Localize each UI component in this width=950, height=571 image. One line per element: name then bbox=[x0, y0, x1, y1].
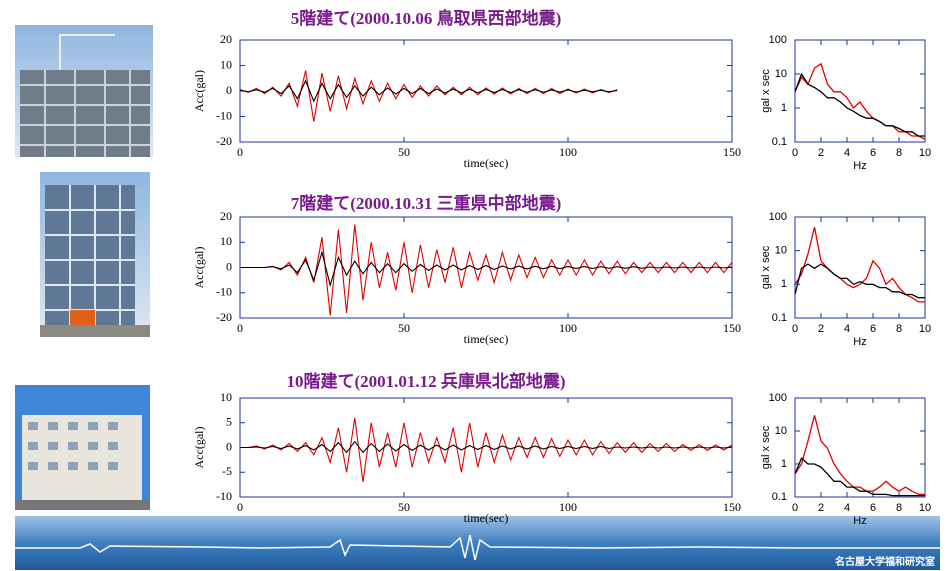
x-tick-label: 8 bbox=[896, 147, 902, 159]
y-tick-label: 10 bbox=[220, 234, 232, 248]
series-line bbox=[795, 457, 925, 497]
y-tick-label: 10 bbox=[775, 68, 787, 80]
x-tick-label: 50 bbox=[398, 321, 410, 335]
y-tick-label: 10 bbox=[775, 245, 787, 257]
series-line bbox=[795, 62, 925, 140]
plot-area bbox=[794, 216, 926, 319]
x-tick-label: 150 bbox=[723, 500, 741, 514]
y-tick-label: 0.1 bbox=[772, 491, 787, 503]
x-tick-label: 6 bbox=[870, 323, 876, 335]
x-tick-label: 8 bbox=[896, 323, 902, 335]
photo-1 bbox=[15, 25, 153, 157]
photo-2 bbox=[40, 172, 150, 337]
footer-label: 名古屋大学福和研究室 bbox=[835, 555, 935, 568]
series-line bbox=[795, 415, 925, 496]
x-tick-label: 100 bbox=[559, 500, 577, 514]
y-tick-label: 100 bbox=[769, 34, 787, 46]
series-line bbox=[795, 226, 925, 303]
series-line bbox=[240, 250, 732, 288]
x-tick-label: 0 bbox=[792, 502, 798, 514]
x-axis-label: Hz bbox=[853, 515, 866, 527]
y-tick-label: 100 bbox=[769, 392, 787, 404]
y-tick-label: 0 bbox=[226, 259, 232, 273]
y-tick-label: -20 bbox=[216, 134, 232, 148]
y-tick-label: 5 bbox=[226, 415, 232, 429]
y-axis-label: Acc(gal) bbox=[192, 247, 206, 289]
x-tick-label: 0 bbox=[237, 145, 243, 159]
x-tick-label: 6 bbox=[870, 502, 876, 514]
x-tick-label: 0 bbox=[237, 500, 243, 514]
footer-band: 名古屋大学福和研究室 bbox=[15, 516, 940, 570]
x-tick-label: 10 bbox=[919, 502, 931, 514]
x-tick-label: 50 bbox=[398, 500, 410, 514]
x-tick-label: 4 bbox=[844, 323, 850, 335]
x-tick-label: 4 bbox=[844, 147, 850, 159]
y-axis-label: Acc(gal) bbox=[192, 70, 206, 112]
x-tick-label: 0 bbox=[237, 321, 243, 335]
x-tick-label: 2 bbox=[818, 502, 824, 514]
series-line bbox=[795, 263, 925, 299]
x-tick-label: 0 bbox=[792, 323, 798, 335]
y-axis-label: gal x sec bbox=[760, 245, 772, 289]
x-axis-label: time(sec) bbox=[464, 511, 509, 525]
x-tick-label: 2 bbox=[818, 147, 824, 159]
y-axis-label: gal x sec bbox=[760, 69, 772, 113]
photo-3 bbox=[15, 385, 150, 510]
plot-area bbox=[794, 39, 926, 143]
x-tick-label: 10 bbox=[919, 323, 931, 335]
y-tick-label: 100 bbox=[769, 211, 787, 223]
y-tick-label: -10 bbox=[216, 285, 232, 299]
x-tick-label: 100 bbox=[559, 145, 577, 159]
y-tick-label: -20 bbox=[216, 310, 232, 324]
x-axis-label: time(sec) bbox=[464, 332, 509, 346]
y-tick-label: 0 bbox=[226, 83, 232, 97]
x-tick-label: 6 bbox=[870, 147, 876, 159]
y-tick-label: 1 bbox=[781, 102, 787, 114]
y-axis-label: Acc(gal) bbox=[192, 427, 206, 469]
y-tick-label: -10 bbox=[216, 108, 232, 122]
x-tick-label: 150 bbox=[723, 321, 741, 335]
y-tick-label: 10 bbox=[775, 425, 787, 437]
x-tick-label: 100 bbox=[559, 321, 577, 335]
y-tick-label: 0 bbox=[226, 439, 232, 453]
series-line bbox=[240, 440, 732, 454]
chart-title: 7階建て(2000.10.31 三重県中部地震) bbox=[291, 193, 562, 213]
y-tick-label: 1 bbox=[781, 278, 787, 290]
y-tick-label: -10 bbox=[216, 489, 232, 503]
x-tick-label: 2 bbox=[818, 323, 824, 335]
series-line bbox=[240, 79, 618, 103]
y-tick-label: 20 bbox=[220, 32, 232, 46]
y-tick-label: -5 bbox=[222, 464, 232, 478]
x-axis-label: Hz bbox=[853, 160, 866, 172]
y-tick-label: 0.1 bbox=[772, 136, 787, 148]
y-tick-label: 10 bbox=[220, 57, 232, 71]
series-line bbox=[795, 72, 925, 137]
series-line bbox=[240, 224, 732, 316]
y-axis-label: gal x sec bbox=[760, 425, 772, 469]
y-tick-label: 0.1 bbox=[772, 312, 787, 324]
x-tick-label: 10 bbox=[919, 147, 931, 159]
x-tick-label: 8 bbox=[896, 502, 902, 514]
y-tick-label: 20 bbox=[220, 209, 232, 223]
series-line bbox=[240, 417, 732, 483]
x-tick-label: 50 bbox=[398, 145, 410, 159]
y-tick-label: 10 bbox=[220, 390, 232, 404]
x-tick-label: 0 bbox=[792, 147, 798, 159]
plot-area bbox=[794, 397, 926, 498]
y-tick-label: 1 bbox=[781, 458, 787, 470]
x-axis-label: Hz bbox=[853, 336, 866, 348]
chart-title: 10階建て(2001.01.12 兵庫県北部地震) bbox=[286, 371, 565, 391]
plot-area bbox=[239, 39, 733, 143]
x-tick-label: 4 bbox=[844, 502, 850, 514]
x-axis-label: time(sec) bbox=[464, 156, 509, 170]
x-tick-label: 150 bbox=[723, 145, 741, 159]
chart-title: 5階建て(2000.10.06 鳥取県西部地震) bbox=[291, 8, 562, 28]
